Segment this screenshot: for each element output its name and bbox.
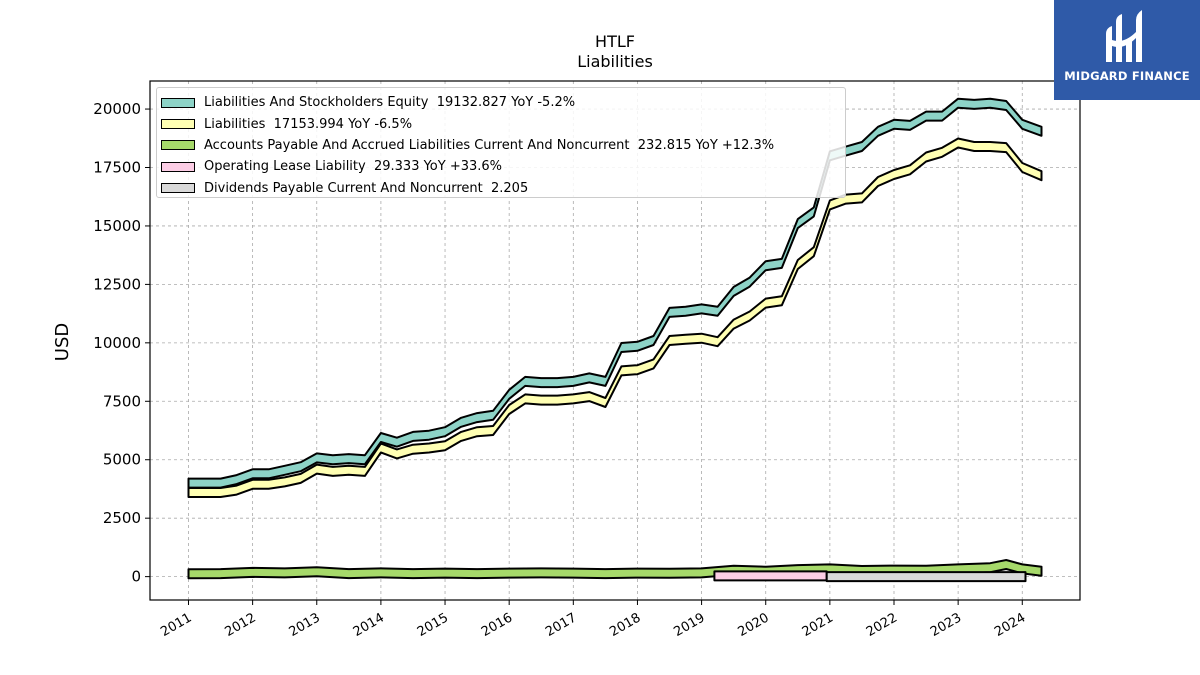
y-tick-label: 2500 [103,509,141,527]
legend: Liabilities And Stockholders Equity 1913… [156,87,846,198]
x-tick-label: 2020 [736,610,772,640]
legend-label: Accounts Payable And Accrued Liabilities… [204,137,775,153]
y-tick-label: 20000 [93,100,141,118]
liabilities-band [187,137,1043,498]
equity-band [187,97,1043,489]
y-tick-label: 5000 [103,451,141,469]
y-tick-label: 7500 [103,392,141,410]
y-tick-label: 12500 [93,275,141,293]
y-tick-label: 17500 [93,159,141,177]
x-tick-label: 2018 [607,610,643,640]
legend-swatch [161,140,195,151]
x-tick-label: 2023 [928,610,964,640]
legend-swatch [161,97,195,108]
x-tick-label: 2015 [415,610,451,640]
series-layer [187,97,1043,583]
x-tick-label: 2022 [864,610,900,640]
legend-item: Liabilities 17153.994 YoY -6.5% [161,113,845,134]
y-tick-label: 10000 [93,334,141,352]
chart-title: HTLF [595,32,635,51]
legend-swatch [161,119,195,130]
x-tick-label: 2017 [543,610,579,640]
x-tick-label: 2019 [671,610,707,640]
brand-name: MIDGARD FINANCE [1064,69,1190,83]
operating-lease-band [713,570,828,582]
legend-item: Liabilities And Stockholders Equity 1913… [161,92,845,113]
legend-swatch [161,161,195,172]
dividends-payable-band [825,571,1027,583]
legend-item: Dividends Payable Current And Noncurrent… [161,178,845,199]
x-axis: 2011 2012 2013 2014 2015 2016 2017 2018 2019 2020… [158,600,1028,640]
x-tick-label: 2013 [287,610,323,640]
y-tick-label: 15000 [93,217,141,235]
x-tick-label: 2024 [992,610,1028,640]
y-axis-label: USD [52,323,73,361]
y-tick-label: 0 [131,568,141,586]
legend-item: Accounts Payable And Accrued Liabilities… [161,135,845,156]
legend-label: Dividends Payable Current And Noncurrent… [204,180,529,196]
chart-subtitle: Liabilities [577,52,653,71]
accounts-payable-band [187,559,1043,580]
legend-label: Operating Lease Liability 29.333 YoY +33… [204,159,503,175]
x-tick-label: 2021 [800,610,836,640]
x-tick-label: 2014 [351,610,387,640]
plot-frame [149,80,1081,601]
legend-label: Liabilities 17153.994 YoY -6.5% [204,116,413,132]
legend-label: Liabilities And Stockholders Equity 1913… [204,95,576,111]
legend-item: Operating Lease Liability 29.333 YoY +33… [161,156,845,177]
x-tick-label: 2011 [158,610,194,640]
legend-swatch [161,183,195,194]
x-tick-label: 2012 [222,610,258,640]
x-tick-label: 2016 [479,610,515,640]
midgard-logo-icon [1106,10,1142,62]
y-axis: 0 2500 5000 7500 10000 12500 15000 17500 20000 [93,100,150,586]
brand-logo: MIDGARD FINANCE [1054,0,1200,100]
